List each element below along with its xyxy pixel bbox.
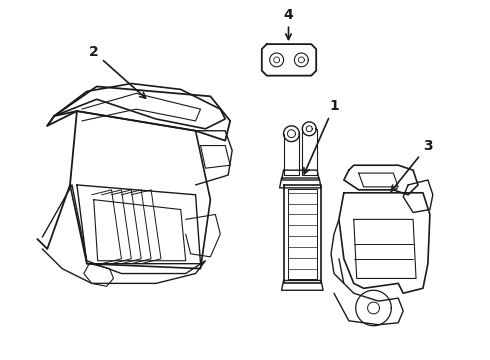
Text: 3: 3 <box>391 139 433 191</box>
Text: 2: 2 <box>89 45 146 98</box>
Text: 4: 4 <box>284 8 294 40</box>
Text: 1: 1 <box>304 99 339 174</box>
